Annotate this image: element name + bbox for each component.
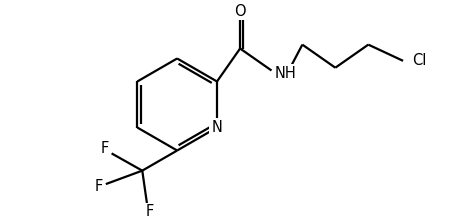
- Text: F: F: [95, 179, 103, 194]
- Text: F: F: [146, 204, 154, 219]
- Text: N: N: [212, 120, 222, 135]
- Text: O: O: [234, 4, 246, 19]
- Text: F: F: [101, 141, 109, 156]
- Text: NH: NH: [274, 66, 296, 81]
- Text: Cl: Cl: [412, 53, 426, 68]
